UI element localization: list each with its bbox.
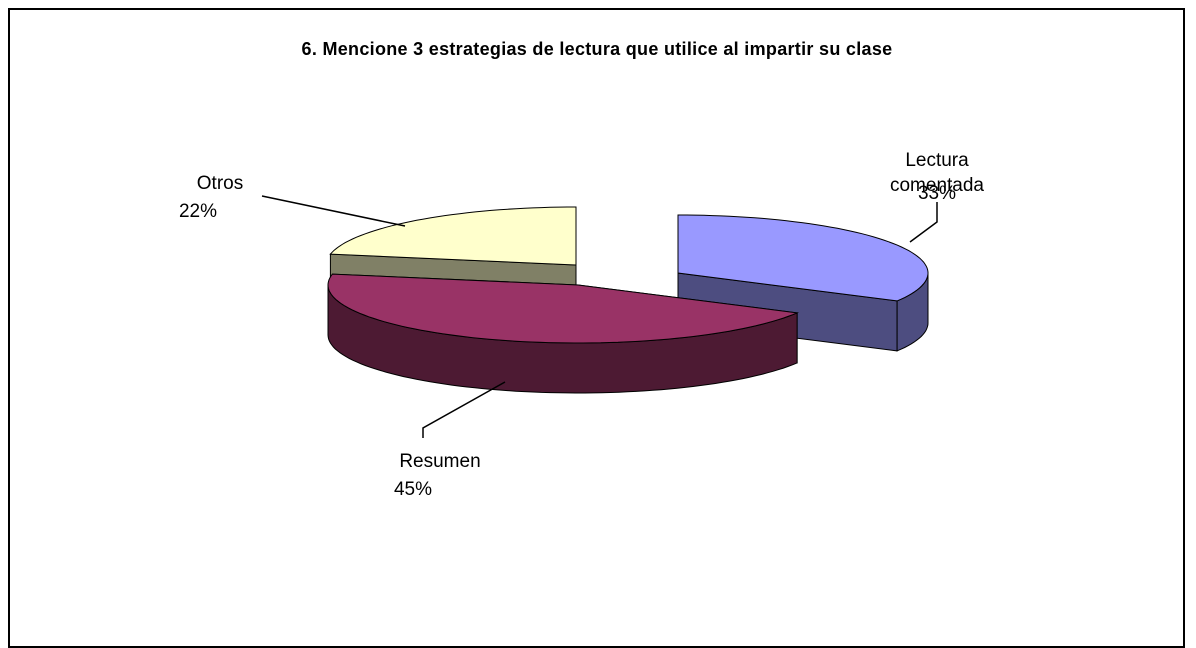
leader-line (261, 195, 406, 227)
pie (327, 206, 929, 394)
slice-value-label: 45% (393, 479, 433, 500)
slice (677, 214, 929, 302)
slice-label: Lectura comentada (889, 150, 984, 196)
chart-title: 6. Mencione 3 estrategias de lectura que… (301, 39, 893, 59)
slice-label: Resumen (399, 451, 481, 472)
leader-line (909, 202, 938, 243)
slice (327, 273, 800, 394)
slice-value-label: 22% (178, 201, 218, 222)
slice (329, 206, 577, 266)
slice-label: Otros (196, 173, 244, 194)
leader-line (422, 381, 506, 438)
slice (327, 273, 800, 344)
slice-value-label: 33% (917, 183, 957, 204)
plot (261, 195, 938, 438)
